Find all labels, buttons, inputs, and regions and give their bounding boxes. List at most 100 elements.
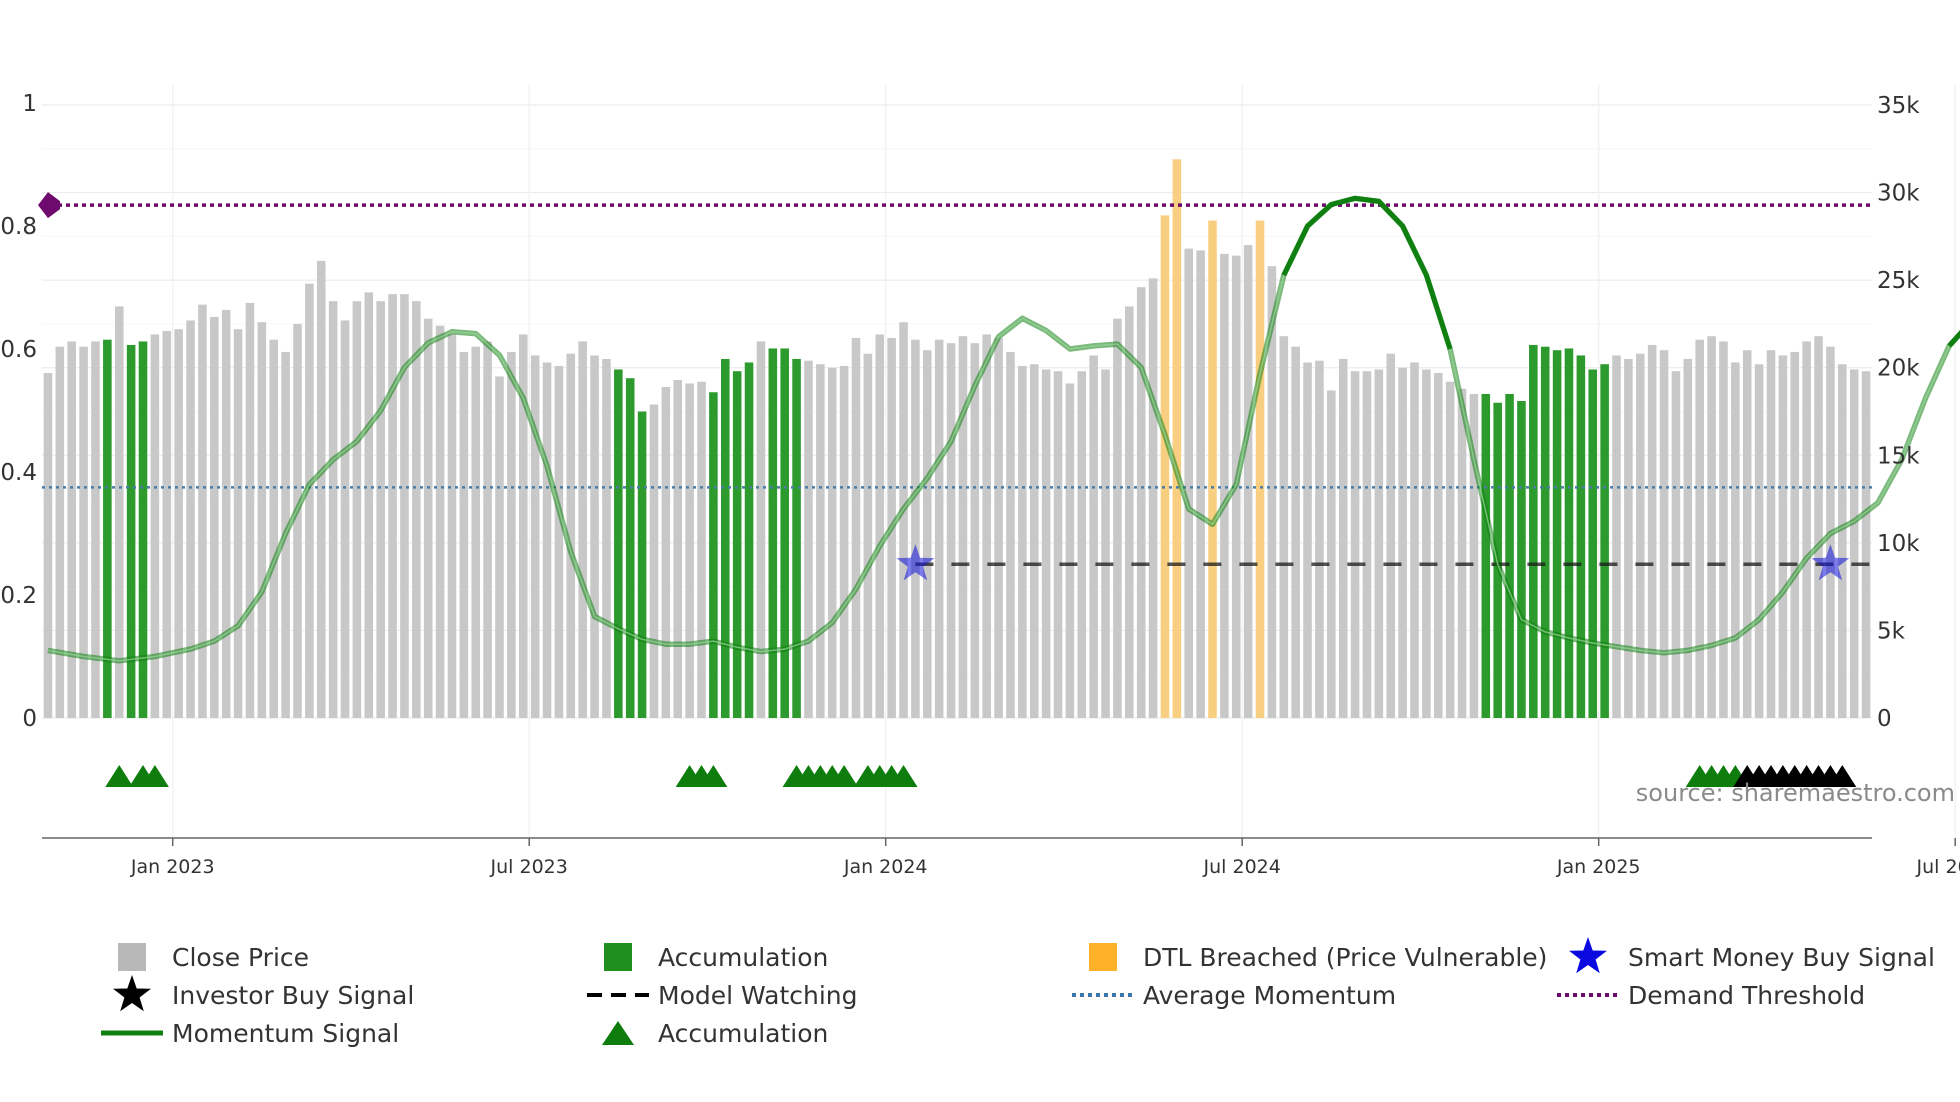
close-price-bar (340, 320, 350, 718)
reference-lines (38, 192, 1872, 566)
close-price-bar (328, 301, 338, 718)
close-price-bar (435, 325, 445, 718)
close-price-bar (1671, 371, 1681, 718)
close-price-bar (780, 348, 789, 718)
legend-item: Smart Money Buy Signal (1569, 937, 1935, 974)
legend-label: Average Momentum (1143, 981, 1396, 1010)
legend-item: Investor Buy Signal (113, 975, 414, 1012)
close-price-bar (483, 341, 492, 718)
investor-buy-triangle (1828, 765, 1857, 787)
close-price-bars (43, 159, 1871, 719)
close-price-bar (162, 330, 172, 718)
momentum-signal-line (47, 195, 1960, 664)
right-tick-label: 30k (1877, 181, 1920, 207)
accumulation-triangle (699, 765, 728, 787)
right-tick-label: 15k (1877, 443, 1920, 469)
x-tick-label: Jul 2023 (490, 856, 568, 878)
close-price-bar (423, 318, 433, 718)
close-price-bar (1184, 248, 1193, 719)
close-price-bar (1647, 344, 1657, 718)
right-tick-label: 5k (1877, 618, 1906, 644)
legend-item: Accumulation (604, 943, 828, 972)
close-price-bar (198, 304, 207, 718)
close-price-bar (459, 351, 469, 718)
close-price-bar (1612, 355, 1621, 718)
close-price-bar (721, 358, 730, 718)
close-price-bar (305, 283, 314, 718)
close-price-bar (1410, 362, 1419, 718)
close-price-bar (875, 334, 885, 718)
close-price-bar (1422, 369, 1431, 718)
close-price-bar (1148, 278, 1158, 718)
close-price-bar (1790, 351, 1800, 718)
close-price-bar (400, 294, 409, 718)
close-price-bar (1742, 350, 1752, 718)
accumulation-triangle (889, 765, 918, 787)
close-price-bar (507, 351, 516, 718)
right-tick-label: 10k (1877, 531, 1920, 557)
close-price-bar (1552, 350, 1562, 718)
legend-label: Investor Buy Signal (172, 981, 414, 1010)
close-price-bar (293, 323, 302, 718)
close-price-bar (245, 302, 255, 718)
legend-label: Accumulation (658, 1019, 828, 1048)
close-price-bar (55, 346, 65, 718)
left-tick-label: 1 (22, 91, 37, 117)
close-price-bar (827, 367, 837, 718)
close-price-bar (210, 316, 219, 718)
close-price-bar (1398, 367, 1407, 718)
close-price-bar (1350, 371, 1360, 718)
legend-label: DTL Breached (Price Vulnerable) (1143, 943, 1547, 972)
close-price-bar (614, 369, 623, 718)
legend-label: Smart Money Buy Signal (1628, 943, 1935, 972)
legend-label: Model Watching (658, 981, 858, 1010)
close-price-bar (388, 294, 397, 718)
close-price-bar (1172, 159, 1182, 718)
legend-item: Model Watching (587, 981, 858, 1010)
close-price-bar (138, 341, 148, 718)
close-price-bar (1053, 371, 1063, 718)
close-price-bar (1101, 369, 1110, 718)
close-price-bar (1433, 372, 1443, 718)
close-price-bar (1362, 371, 1372, 718)
close-price-bar (839, 365, 849, 718)
close-price-bar (756, 341, 766, 718)
legend-label: Momentum Signal (172, 1019, 399, 1048)
close-price-bar (412, 301, 421, 718)
x-tick-label: Jul 2025 (1916, 856, 1960, 878)
close-price-bar (911, 339, 920, 718)
close-price-bar (816, 364, 825, 718)
close-price-bar (1540, 346, 1550, 718)
close-price-bar (114, 306, 124, 718)
close-price-bar (1208, 220, 1217, 718)
left-tick-label: 0.4 (0, 460, 37, 486)
signal-markers (105, 544, 1857, 787)
close-price-bar (1136, 287, 1146, 718)
close-price-bar (150, 334, 160, 718)
close-price-bar (1683, 358, 1693, 718)
close-price-bar (126, 344, 136, 718)
legend-swatch (118, 943, 146, 971)
close-price-bar (673, 379, 683, 718)
x-tick-label: Jan 2025 (1556, 856, 1641, 878)
close-price-bar (863, 353, 873, 718)
close-price-bar (1220, 253, 1229, 718)
close-price-bar (1505, 393, 1514, 718)
close-price-bar (1255, 220, 1265, 718)
close-price-bar (1659, 350, 1669, 718)
legend-triangle (602, 1021, 634, 1045)
legend-item: DTL Breached (Price Vulnerable) (1089, 943, 1547, 972)
accumulation-triangle (830, 765, 859, 787)
close-price-bar (1065, 383, 1075, 718)
close-price-bar (590, 355, 599, 718)
close-price-bar (1041, 369, 1051, 718)
close-price-bar (221, 309, 231, 718)
close-price-bar (1469, 393, 1479, 718)
close-price-bar (67, 341, 76, 718)
close-price-bar (649, 404, 659, 718)
close-price-bar (804, 360, 813, 718)
x-tick-label: Jul 2024 (1203, 856, 1281, 878)
close-price-bar (186, 320, 195, 718)
close-price-bar (376, 301, 385, 718)
close-price-bar (530, 355, 540, 718)
